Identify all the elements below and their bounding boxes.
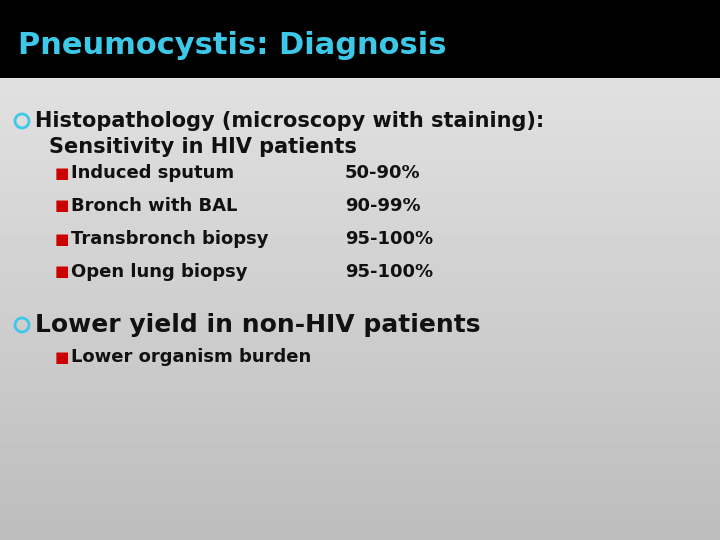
Text: Lower yield in non-HIV patients: Lower yield in non-HIV patients [35,313,480,337]
Text: Sensitivity in HIV patients: Sensitivity in HIV patients [49,137,357,157]
FancyBboxPatch shape [0,0,720,78]
Text: 95-100%: 95-100% [345,263,433,281]
Text: Pneumocystis: Diagnosis: Pneumocystis: Diagnosis [18,31,446,60]
Text: Bronch with BAL: Bronch with BAL [71,197,238,215]
Text: Transbronch biopsy: Transbronch biopsy [71,230,269,248]
Text: Lower organism burden: Lower organism burden [71,348,311,366]
Text: 90-99%: 90-99% [345,197,420,215]
Text: 50-90%: 50-90% [345,164,420,182]
Text: Induced sputum: Induced sputum [71,164,234,182]
Text: 95-100%: 95-100% [345,230,433,248]
Text: ■: ■ [55,165,69,180]
Text: ■: ■ [55,199,69,213]
Text: Histopathology (microscopy with staining):: Histopathology (microscopy with staining… [35,111,544,131]
Text: Open lung biopsy: Open lung biopsy [71,263,248,281]
Text: ■: ■ [55,349,69,364]
Text: ■: ■ [55,265,69,280]
Text: ■: ■ [55,232,69,246]
